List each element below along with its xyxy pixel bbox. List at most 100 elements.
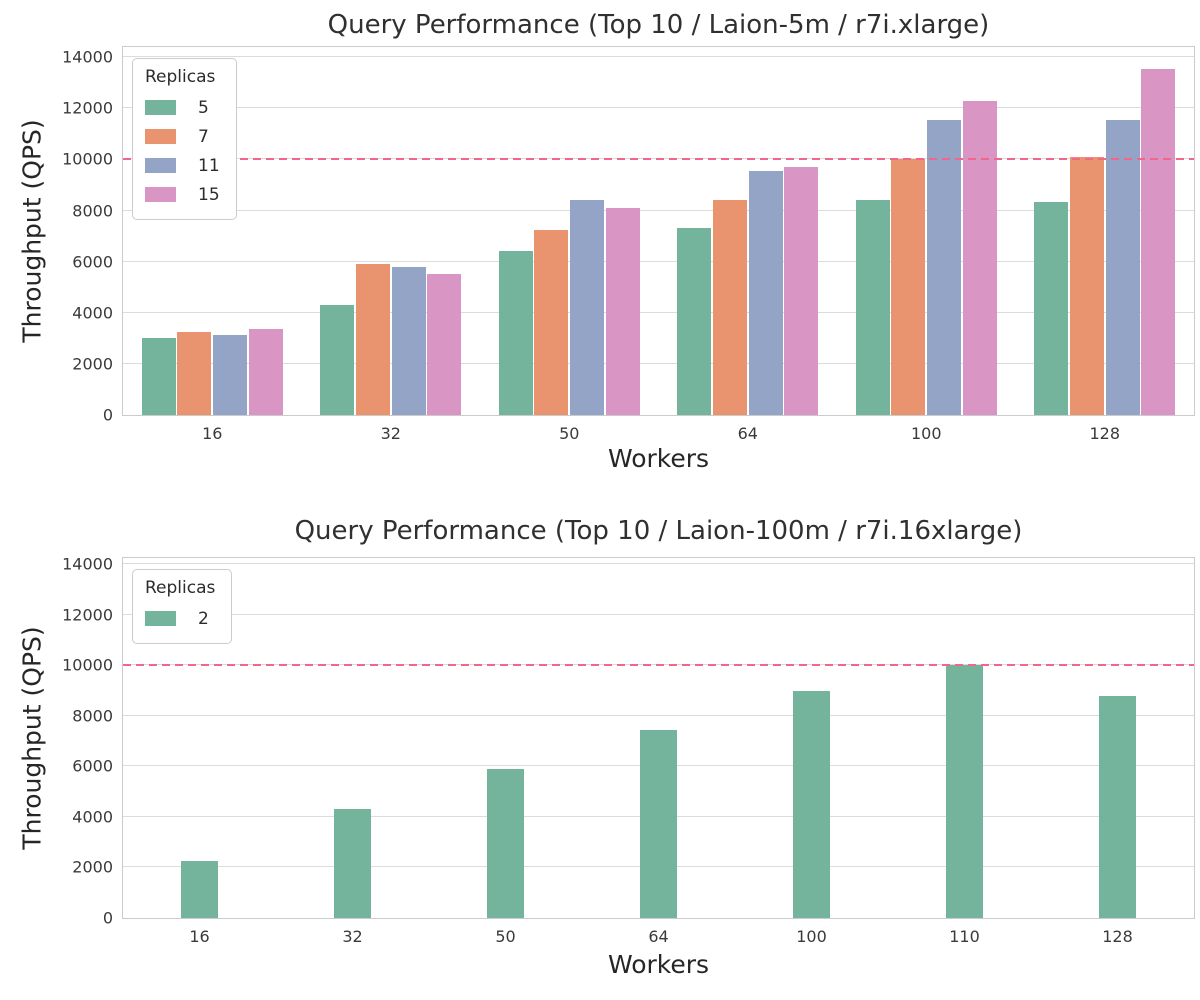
y-tick-0: 0 (102, 908, 113, 928)
target-line-10000 (123, 664, 1194, 667)
gridline-4000 (123, 311, 1194, 313)
target-line-10000 (123, 158, 1194, 161)
bar-replicas-2-workers-128 (1099, 695, 1136, 918)
legend-item-15: 15 (145, 180, 220, 209)
legend-label-5: 5 (198, 97, 209, 118)
legend-title: Replicas (145, 578, 216, 598)
bar-replicas-7-workers-100 (891, 159, 926, 415)
legend: Replicas 5 7 11 15 (132, 58, 237, 220)
bar-replicas-7-workers-16 (177, 331, 212, 415)
x-tick-128: 128 (1089, 424, 1121, 443)
bar-replicas-11-workers-128 (1105, 119, 1140, 415)
x-tick-32: 32 (342, 927, 363, 946)
legend-item-2: 2 (145, 604, 215, 633)
gridline-12000 (123, 613, 1194, 615)
y-axis-label: Throughput (QPS) (17, 626, 47, 850)
legend-swatch-7 (145, 129, 176, 144)
x-tick-110: 110 (949, 927, 980, 946)
legend-item-7: 7 (145, 122, 220, 151)
chart-title: Query Performance (Top 10 / Laion-100m /… (294, 516, 1023, 546)
y-tick-4000: 4000 (72, 303, 113, 323)
bar-replicas-11-workers-32 (391, 266, 426, 415)
legend-swatch-5 (145, 100, 176, 115)
y-tick-8000: 8000 (72, 706, 113, 726)
gridline-6000 (123, 260, 1194, 262)
gridline-12000 (123, 107, 1194, 109)
y-tick-14000: 14000 (62, 47, 113, 67)
x-tick-128: 128 (1102, 927, 1133, 946)
bar-replicas-2-workers-50 (487, 768, 524, 918)
gridline-8000 (123, 714, 1194, 716)
bar-replicas-5-workers-50 (498, 251, 533, 415)
x-tick-100: 100 (796, 927, 827, 946)
bar-replicas-2-workers-110 (946, 665, 983, 918)
bar-replicas-11-workers-50 (570, 200, 605, 415)
bar-replicas-2-workers-32 (334, 809, 371, 918)
legend-item-5: 5 (145, 93, 220, 122)
y-tick-10000: 10000 (62, 655, 113, 675)
y-tick-2000: 2000 (72, 354, 113, 374)
gridline-14000 (123, 56, 1194, 58)
bar-replicas-5-workers-64 (677, 228, 712, 415)
legend-item-11: 11 (145, 151, 220, 180)
legend-title: Replicas (145, 67, 216, 87)
gridline-14000 (123, 563, 1194, 565)
x-axis-label: Workers (607, 950, 710, 979)
bar-replicas-7-workers-128 (1069, 156, 1104, 415)
y-tick-6000: 6000 (72, 252, 113, 272)
legend-swatch-15 (145, 187, 176, 202)
x-tick-32: 32 (380, 424, 401, 443)
bar-replicas-15-workers-50 (605, 208, 640, 415)
x-tick-64: 64 (648, 927, 669, 946)
bar-replicas-2-workers-100 (793, 690, 830, 918)
gridline-2000 (123, 362, 1194, 364)
bar-replicas-11-workers-64 (748, 170, 783, 415)
plot-area: Replicas 5 7 11 15 0 2000 4000 6000 8000 10000 120… (62, 46, 1195, 443)
x-tick-16: 16 (189, 927, 210, 946)
legend-label-15: 15 (198, 184, 220, 205)
chart-laion-100m: Query Performance (Top 10 / Laion-100m /… (0, 500, 1200, 1000)
y-tick-6000: 6000 (72, 756, 113, 776)
x-tick-64: 64 (737, 424, 758, 443)
y-tick-10000: 10000 (62, 149, 113, 169)
legend-swatch-11 (145, 158, 176, 173)
y-tick-4000: 4000 (72, 807, 113, 827)
bar-replicas-7-workers-50 (534, 229, 569, 415)
x-tick-50: 50 (495, 927, 516, 946)
chart-title: Query Performance (Top 10 / Laion-5m / r… (327, 10, 990, 40)
bar-replicas-15-workers-32 (427, 274, 462, 415)
bar-replicas-11-workers-100 (927, 119, 962, 415)
bar-replicas-5-workers-100 (855, 200, 890, 415)
bar-replicas-5-workers-32 (320, 305, 355, 415)
x-tick-100: 100 (910, 424, 942, 443)
bar-replicas-5-workers-16 (141, 338, 176, 415)
legend-swatch-2 (145, 611, 176, 626)
y-axis-label: Throughput (QPS) (17, 119, 47, 343)
y-tick-12000: 12000 (62, 605, 113, 625)
y-tick-0: 0 (102, 405, 113, 425)
y-tick-14000: 14000 (62, 554, 113, 574)
bar-replicas-7-workers-64 (712, 200, 747, 415)
bar-replicas-2-workers-16 (180, 861, 218, 918)
bar-replicas-15-workers-100 (962, 100, 997, 415)
gridline-8000 (123, 209, 1194, 211)
bar-replicas-11-workers-16 (213, 334, 248, 415)
legend-label-2: 2 (198, 608, 209, 629)
x-tick-50: 50 (559, 424, 580, 443)
y-tick-12000: 12000 (62, 98, 113, 118)
plot-area: Replicas 2 0 2000 4000 6000 8000 10000 12000 140… (62, 555, 1195, 946)
legend: Replicas 2 (132, 569, 233, 644)
bar-replicas-15-workers-128 (1141, 68, 1176, 415)
y-tick-8000: 8000 (72, 201, 113, 221)
legend-label-11: 11 (198, 155, 220, 176)
x-axis-label: Workers (607, 444, 710, 473)
bar-replicas-15-workers-16 (248, 329, 283, 415)
bar-replicas-15-workers-64 (784, 167, 819, 415)
bar-replicas-5-workers-128 (1034, 201, 1069, 415)
bar-replicas-7-workers-32 (355, 264, 390, 415)
bar-replicas-2-workers-64 (640, 729, 677, 918)
y-tick-2000: 2000 (72, 857, 113, 877)
x-tick-16: 16 (202, 424, 223, 443)
chart-laion-5m: Query Performance (Top 10 / Laion-5m / r… (17, 10, 1195, 473)
